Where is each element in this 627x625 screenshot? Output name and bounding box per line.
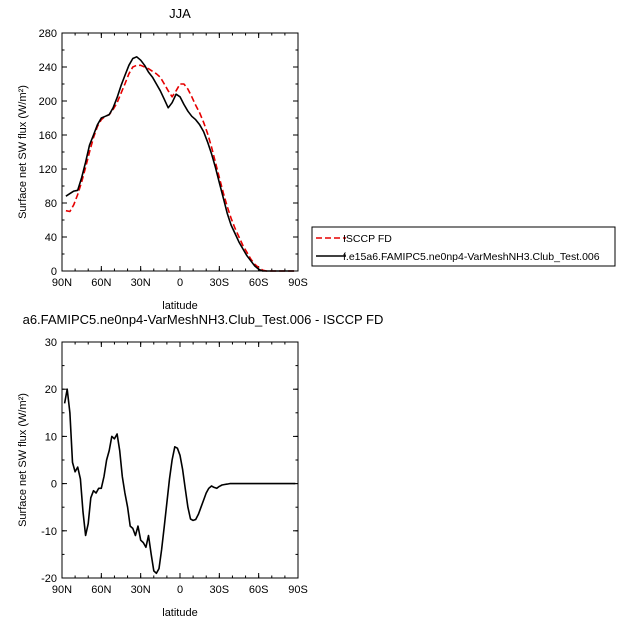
bottom-y-tick-label: -20: [41, 573, 57, 585]
bottom-y-tick-label: -10: [41, 526, 57, 538]
bottom-x-tick-label: 90S: [288, 584, 308, 596]
bottom-x-tick-label: 90N: [52, 584, 72, 596]
bottom-x-tick-label: 60S: [249, 584, 269, 596]
top-x-tick-label: 90N: [52, 277, 72, 289]
top-y-tick-label: 160: [39, 130, 57, 142]
top-x-tick-label: 60S: [249, 277, 269, 289]
panel-top: JJA 90N 60N 30N 0 30S 60S 90S 0 40 80 120 160 200 240…: [17, 6, 308, 312]
bottom-plot-frame: [61, 341, 299, 579]
top-x-axis-title: latitude: [162, 300, 197, 312]
bottom-y-tick-label: 20: [45, 384, 57, 396]
legend: ISCCP FD f.e15a6.FAMIPC5.ne0np4-VarMeshN…: [311, 226, 616, 267]
top-y-tick-label: 240: [39, 62, 57, 74]
bottom-x-tick-label: 30S: [210, 584, 230, 596]
top-series-line-0: [65, 64, 295, 272]
bottom-x-tick-label: 30N: [131, 584, 151, 596]
bottom-y-tick-label: 30: [45, 337, 57, 349]
top-y-tick-label: 80: [45, 198, 57, 210]
top-y-tick-label: 40: [45, 232, 57, 244]
top-x-tick-label: 30N: [131, 277, 151, 289]
top-plot-area: 90N 60N 30N 0 30S 60S 90S 0 40 80 120 160 200 240 280: [39, 28, 308, 289]
top-y-tick-label: 280: [39, 28, 57, 40]
bottom-plot-area: 90N 60N 30N 0 30S 60S 90S -20 -10 0 10 20 30: [41, 337, 308, 596]
top-y-tick-label: 0: [51, 266, 57, 278]
bottom-x-tick-label: 60N: [91, 584, 111, 596]
top-y-axis-title: Surface net SW flux (W/m²): [17, 85, 29, 219]
panel-bottom: a6.FAMIPC5.ne0np4-VarMeshNH3.Club_Test.0…: [17, 312, 383, 619]
top-x-tick-label: 30S: [210, 277, 230, 289]
top-series-line-1: [65, 55, 295, 272]
panel-bottom-title: a6.FAMIPC5.ne0np4-VarMeshNH3.Club_Test.0…: [23, 312, 384, 327]
bottom-x-tick-label: 0: [177, 584, 183, 596]
panel-top-title: JJA: [169, 6, 191, 21]
bottom-y-axis-title: Surface net SW flux (W/m²): [17, 393, 29, 527]
legend-label-model: f.e15a6.FAMIPC5.ne0np4-VarMeshNH3.Club_T…: [343, 251, 600, 263]
bottom-y-tick-label: 10: [45, 431, 57, 443]
bottom-x-axis-title: latitude: [162, 607, 197, 619]
bottom-series-line-0: [63, 388, 296, 575]
top-x-tick-label: 60N: [91, 277, 111, 289]
top-plot-frame: [61, 32, 299, 272]
legend-label-isccp: ISCCP FD: [343, 233, 392, 245]
legend-box: [311, 226, 616, 267]
bottom-y-tick-label: 0: [51, 479, 57, 491]
top-x-tick-label: 0: [177, 277, 183, 289]
top-x-tick-label: 90S: [288, 277, 308, 289]
top-y-tick-label: 200: [39, 96, 57, 108]
top-y-tick-label: 120: [39, 164, 57, 176]
